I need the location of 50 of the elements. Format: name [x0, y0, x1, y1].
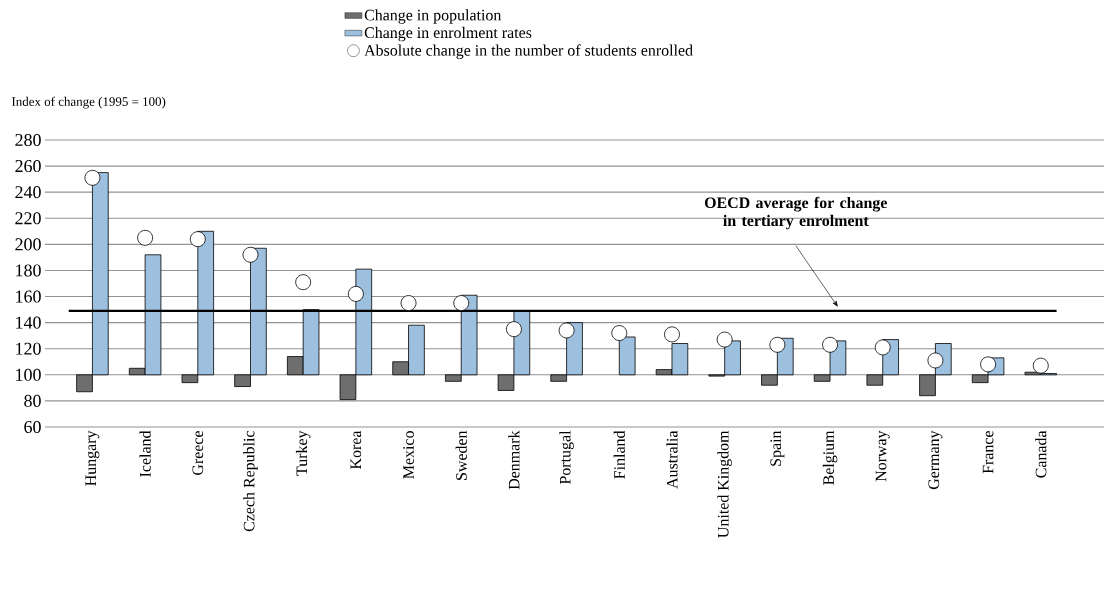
x-tick-label: Norway: [875, 430, 890, 482]
x-tick-label: Iceland: [139, 430, 151, 477]
x-tick-label: Sweden: [455, 430, 467, 480]
y-tick-label: 180: [16, 264, 41, 277]
x-tick-label: Finland: [613, 430, 625, 479]
x-tick-label: Germany: [928, 430, 943, 490]
x-tick-label: Canada: [1035, 430, 1047, 478]
point: [84, 169, 101, 186]
point: [506, 321, 522, 338]
point: [769, 336, 786, 353]
y-tick-label: 140: [16, 316, 41, 329]
x-tick-label: Hungary: [85, 430, 100, 486]
x-tick-label: Denmark: [508, 430, 520, 490]
y-tick-label: 260: [15, 160, 41, 173]
y-tick-label: 280: [15, 133, 41, 147]
point: [242, 246, 259, 263]
point: [980, 356, 996, 373]
x-tick-label: Australia: [666, 430, 678, 489]
x-tick-label: Czech Republic: [243, 430, 258, 532]
legend-label: Change in population: [364, 9, 502, 24]
y-axis-title: Index of change (1995 = 100): [11, 96, 166, 109]
x-tick-label: Turkey: [295, 430, 311, 476]
y-tick-label: 240: [15, 186, 41, 199]
point: [189, 231, 206, 248]
y-tick-label: 200: [15, 238, 41, 251]
y-tick-label: 160: [16, 290, 41, 303]
legend-label: Change in enrolment rates: [364, 26, 532, 42]
legend-label: Absolute change in the number of students enrolled: [364, 44, 693, 60]
x-tick-label: Korea: [350, 430, 362, 469]
x-tick-label: Spain: [770, 430, 785, 466]
y-tick-label: 100: [16, 368, 41, 381]
point: [453, 295, 470, 311]
y-tick-label: 80: [24, 394, 41, 407]
x-tick-label: Mexico: [403, 431, 414, 479]
point: [611, 325, 628, 341]
x-tick-label: Belgium: [822, 430, 838, 485]
x-tick-label: France: [982, 431, 994, 474]
point: [927, 352, 944, 369]
x-tick-label: Portugal: [559, 430, 574, 485]
x-tick-label: Greece: [192, 431, 204, 475]
point: [347, 286, 364, 302]
point: [874, 339, 891, 356]
point: [558, 322, 575, 339]
y-tick-label: 60: [24, 420, 41, 434]
point: [716, 331, 733, 348]
y-tick-label: 120: [16, 342, 41, 355]
x-tick-label: United Kingdom: [717, 430, 732, 538]
ref-line-label: OECD average for change in tertiary enrolment: [704, 196, 887, 230]
y-tick-label: 220: [15, 212, 41, 225]
point: [822, 336, 838, 353]
